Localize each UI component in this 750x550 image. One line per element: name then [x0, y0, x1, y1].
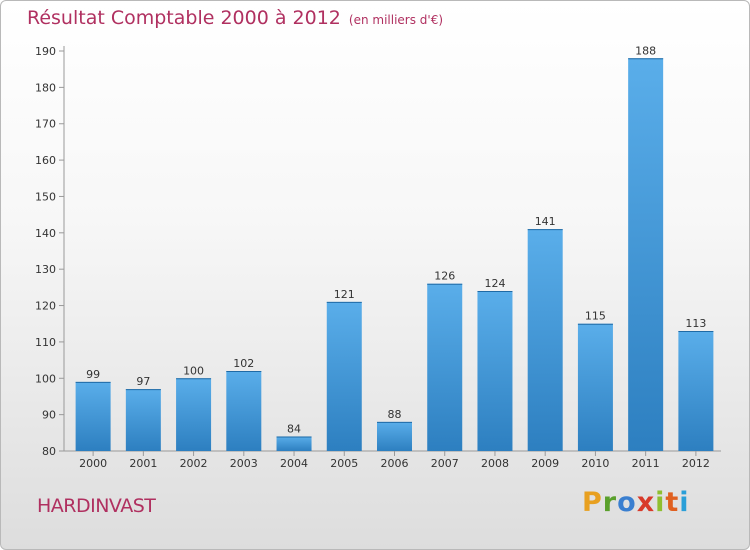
- data-label: 141: [535, 215, 556, 228]
- bar: [125, 389, 161, 451]
- bar: [176, 378, 212, 451]
- logo-letter: x: [636, 487, 656, 518]
- bar: [577, 323, 613, 451]
- x-tick-label: 2012: [682, 457, 710, 470]
- data-label: 88: [388, 408, 402, 421]
- logo-letter: P: [582, 487, 603, 518]
- bar: [326, 301, 362, 451]
- logo-letter: i: [679, 487, 690, 518]
- data-label: 126: [434, 270, 455, 283]
- data-label: 115: [585, 310, 606, 323]
- bar: [628, 58, 664, 451]
- data-label: 99: [86, 368, 100, 381]
- x-tick-label: 2000: [79, 457, 107, 470]
- bar: [377, 421, 412, 451]
- bar: [75, 381, 111, 451]
- logo-letter: o: [617, 487, 637, 518]
- chart-title-text: Résultat Comptable 2000 à 2012: [27, 7, 341, 29]
- x-tick-label: 2005: [330, 457, 358, 470]
- y-tick-label: 170: [35, 118, 56, 131]
- x-tick-label: 2011: [632, 457, 660, 470]
- x-tick-label: 2003: [230, 457, 258, 470]
- x-tick-label: 2006: [381, 457, 409, 470]
- y-tick-label: 120: [35, 300, 56, 313]
- data-label: 113: [685, 317, 706, 330]
- chart-subtitle: (en milliers d'€): [348, 13, 444, 27]
- data-label: 100: [183, 364, 204, 377]
- bar: [226, 371, 262, 451]
- y-tick-label: 100: [35, 372, 56, 385]
- y-tick-label: 90: [42, 409, 56, 422]
- bar: [427, 283, 463, 451]
- data-label: 121: [334, 288, 355, 301]
- bar: [527, 229, 563, 451]
- commune-name: HARDINVAST: [37, 495, 156, 517]
- bar: [477, 291, 513, 451]
- logo-letter: r: [602, 487, 618, 518]
- chart-title: Résultat Comptable 2000 à 2012 (en millie…: [27, 7, 443, 29]
- x-tick-label: 2002: [180, 457, 208, 470]
- logo-letter: t: [665, 487, 680, 518]
- x-tick-label: 2007: [431, 457, 459, 470]
- data-label: 102: [233, 357, 254, 370]
- y-tick-label: 130: [35, 263, 56, 276]
- data-label: 97: [136, 375, 150, 388]
- y-tick-label: 80: [42, 445, 56, 458]
- y-tick-label: 110: [35, 336, 56, 349]
- x-tick-label: 2009: [531, 457, 559, 470]
- y-tick-label: 150: [35, 190, 56, 203]
- logo-letter: i: [655, 487, 666, 518]
- data-label: 124: [484, 277, 505, 290]
- x-tick-label: 2004: [280, 457, 308, 470]
- x-tick-label: 2008: [481, 457, 509, 470]
- x-tick-label: 2001: [129, 457, 157, 470]
- proxiti-logo: Proxiti: [582, 487, 690, 518]
- y-tick-label: 140: [35, 227, 56, 240]
- y-tick-label: 160: [35, 154, 56, 167]
- bar: [276, 436, 312, 451]
- y-tick-label: 180: [35, 81, 56, 94]
- bar: [678, 331, 714, 451]
- x-tick-label: 2010: [581, 457, 609, 470]
- data-label: 84: [287, 422, 301, 435]
- y-tick-label: 190: [35, 45, 56, 58]
- data-label: 188: [635, 44, 656, 57]
